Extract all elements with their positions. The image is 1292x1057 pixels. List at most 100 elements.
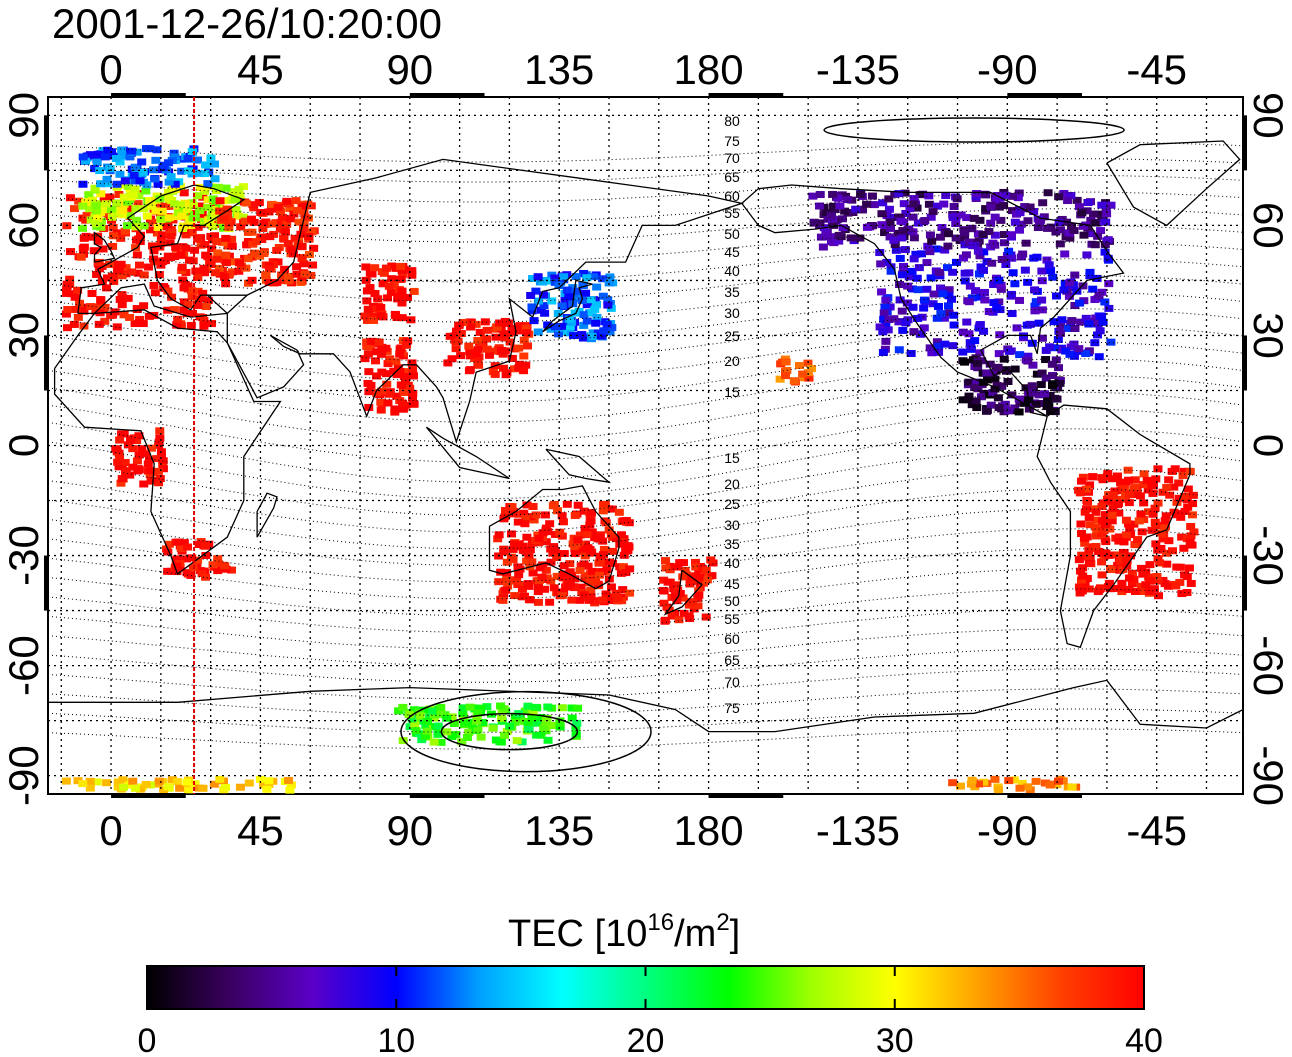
tec-pixel: [1095, 584, 1105, 592]
tec-pixel: [1032, 253, 1042, 261]
tec-pixel: [536, 714, 546, 722]
tec-pixel: [1070, 271, 1080, 279]
tec-pixel: [964, 392, 974, 400]
tec-pixel: [1139, 481, 1149, 489]
tec-pixel: [81, 198, 91, 206]
tec-pixel: [1090, 219, 1100, 227]
tec-pixel: [283, 273, 293, 281]
tec-pixel: [940, 246, 950, 254]
tec-pixel: [203, 180, 213, 188]
tec-pixel: [465, 348, 475, 356]
magnetic-contour: [48, 528, 1243, 583]
tec-pixel: [264, 278, 274, 286]
tec-pixel: [1106, 338, 1116, 346]
tec-pixel: [1014, 408, 1024, 416]
tec-pixel: [521, 514, 531, 522]
tec-pixel: [982, 369, 992, 377]
tec-pixel: [362, 297, 372, 305]
tec-pixel: [616, 531, 626, 539]
tec-pixel: [1007, 391, 1017, 399]
tec-pixel: [1127, 569, 1137, 577]
tec-pixel: [309, 244, 319, 252]
tec-pixel: [405, 723, 415, 731]
tec-pixel: [500, 506, 510, 514]
tec-pixel: [869, 201, 879, 209]
tec-pixel: [1100, 248, 1110, 256]
magnetic-contour: [48, 708, 1243, 733]
tec-pixel: [519, 367, 529, 375]
tec-pixel: [530, 703, 540, 711]
tec-pixel: [1076, 520, 1086, 528]
tec-pixel: [886, 267, 896, 275]
tec-pixel: [1085, 521, 1095, 529]
tec-pixel: [173, 315, 183, 323]
tec-pixel: [100, 317, 110, 325]
tec-pixel: [1164, 537, 1174, 545]
tec-pixel: [1177, 533, 1187, 541]
tec-pixel: [304, 232, 314, 240]
tec-pixel: [408, 394, 418, 402]
tec-pixel: [127, 147, 137, 155]
tec-pixel: [227, 566, 237, 574]
tec-pixel: [1097, 549, 1107, 557]
tec-pixel: [1153, 577, 1163, 585]
tec-pixel: [399, 388, 409, 396]
tec-pixel: [213, 249, 223, 257]
tec-pixel: [1145, 576, 1155, 584]
map-panel: [44, 93, 1247, 798]
tec-pixel: [978, 266, 988, 274]
tec-pixel: [550, 274, 560, 282]
tec-pixel: [1053, 777, 1063, 785]
tec-pixel: [386, 288, 396, 296]
tec-pixel: [464, 342, 474, 350]
tec-pixel: [972, 359, 982, 367]
tec-pixel: [201, 251, 211, 259]
tec-pixel: [133, 200, 143, 208]
coastline-north-america: [741, 184, 1125, 417]
tec-pixel: [1046, 407, 1056, 415]
tec-pixel: [1179, 467, 1189, 475]
tec-pixel: [514, 571, 524, 579]
tec-pixel: [995, 331, 1005, 339]
tec-pixel: [198, 193, 208, 201]
colorbar-tick-label: 20: [627, 1022, 665, 1057]
tec-pixel: [982, 407, 992, 415]
tec-pixel: [1070, 301, 1080, 309]
tec-pixel: [1174, 494, 1184, 502]
tec-pixel: [78, 202, 88, 210]
tec-pixel: [867, 192, 877, 200]
magnetic-lat-label: 20: [724, 476, 740, 492]
tec-pixel: [543, 321, 553, 329]
tec-pixel: [490, 370, 500, 378]
tec-pixel: [159, 161, 169, 169]
tec-pixel: [453, 337, 463, 345]
tec-pixel: [476, 733, 486, 741]
tec-pixel: [591, 301, 601, 309]
tec-pixel: [856, 190, 866, 198]
tec-pixel: [194, 202, 204, 210]
tec-pixel: [993, 394, 1003, 402]
tec-pixel: [503, 582, 513, 590]
tec-pixel: [908, 213, 918, 221]
tec-pixel: [514, 344, 524, 352]
tec-pixel: [389, 281, 399, 289]
magnetic-contour: [48, 588, 1243, 633]
tec-pixel: [473, 725, 483, 733]
colorbar-label: TEC [1016/m2]: [508, 909, 740, 955]
tec-pixel: [1054, 218, 1064, 226]
tec-pixel: [107, 213, 117, 221]
tec-pixel: [602, 320, 612, 328]
tec-pixel: [1082, 251, 1092, 259]
tec-pixel: [1085, 481, 1095, 489]
tec-pixel: [570, 545, 580, 553]
tec-pixel: [151, 156, 161, 164]
frame-tick-bars: [44, 93, 1247, 798]
tec-pixel: [575, 531, 585, 539]
tec-pixel: [533, 273, 543, 281]
tec-pixel: [135, 177, 145, 185]
tec-pixel: [61, 310, 71, 318]
tec-pixel: [1124, 491, 1134, 499]
tec-pixel: [193, 287, 203, 295]
tec-pixel: [427, 707, 437, 715]
